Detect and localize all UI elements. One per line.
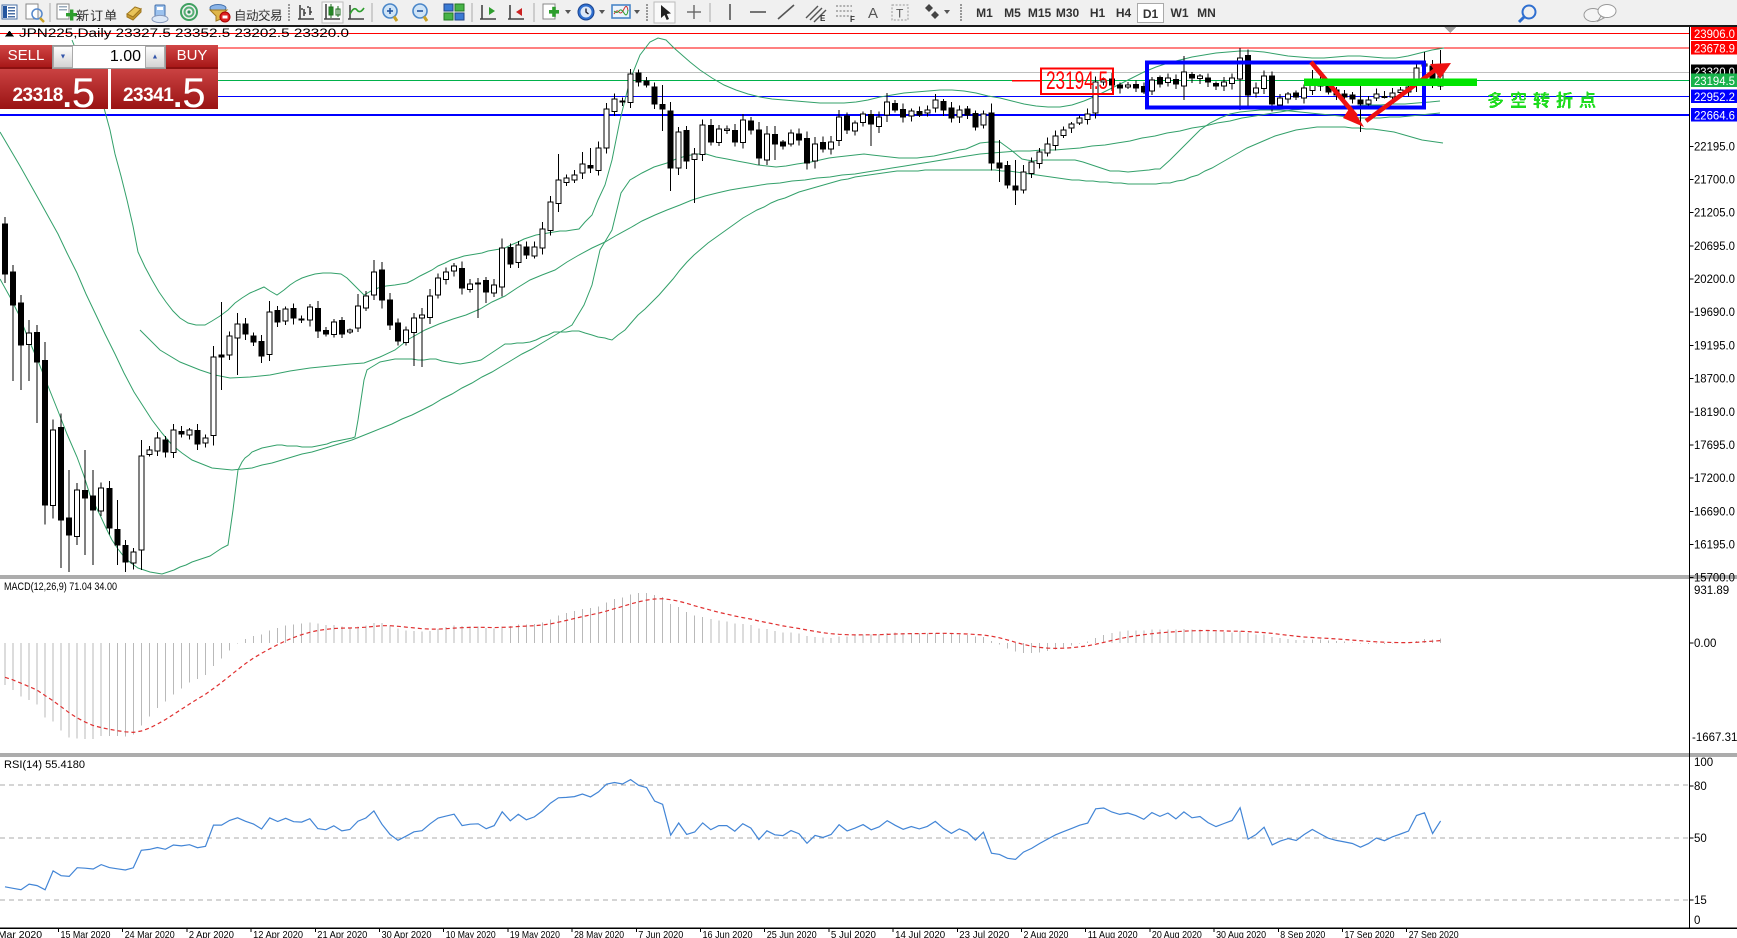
svg-text:5 Jul 2020: 5 Jul 2020	[831, 929, 876, 938]
svg-text:21700.0: 21700.0	[1694, 175, 1735, 187]
svg-text:8 Sep 2020: 8 Sep 2020	[1280, 929, 1325, 938]
svg-text:MACD(12,26,9) 71.04 34.00: MACD(12,26,9) 71.04 34.00	[4, 581, 117, 593]
svg-text:18190.0: 18190.0	[1694, 407, 1735, 419]
svg-text:50: 50	[1694, 833, 1707, 845]
svg-text:0.00: 0.00	[1694, 638, 1716, 650]
svg-text:80: 80	[1694, 781, 1707, 793]
svg-text:14 Jul 2020: 14 Jul 2020	[895, 929, 945, 938]
svg-text:2 Apr 2020: 2 Apr 2020	[189, 929, 234, 938]
svg-text:12 Apr 2020: 12 Apr 2020	[253, 929, 303, 938]
svg-text:19 May 2020: 19 May 2020	[510, 929, 560, 938]
svg-text:F: F	[850, 15, 855, 24]
svg-text:0: 0	[1694, 915, 1700, 927]
svg-text:15: 15	[1694, 895, 1707, 907]
svg-text:30 Aug 2020: 30 Aug 2020	[1216, 929, 1266, 938]
svg-text:17200.0: 17200.0	[1694, 473, 1735, 485]
svg-text:18700.0: 18700.0	[1694, 374, 1735, 386]
svg-text:17695.0: 17695.0	[1694, 440, 1735, 452]
svg-text:22952.2: 22952.2	[1694, 92, 1735, 104]
svg-text:10 May 2020: 10 May 2020	[446, 929, 496, 938]
svg-text:5 Mar 2020: 5 Mar 2020	[0, 929, 42, 938]
svg-text:2 Aug 2020: 2 Aug 2020	[1024, 929, 1069, 938]
svg-text:17 Sep 2020: 17 Sep 2020	[1345, 929, 1395, 938]
svg-text:7 Jun 2020: 7 Jun 2020	[638, 929, 683, 938]
svg-text:22195.0: 22195.0	[1694, 141, 1735, 153]
svg-text:21 Apr 2020: 21 Apr 2020	[317, 929, 367, 938]
svg-text:RSI(14) 55.4180: RSI(14) 55.4180	[4, 759, 85, 771]
svg-text:20 Aug 2020: 20 Aug 2020	[1152, 929, 1202, 938]
svg-text:22664.6: 22664.6	[1694, 110, 1735, 122]
svg-text:25 Jun 2020: 25 Jun 2020	[767, 929, 817, 938]
svg-text:20200.0: 20200.0	[1694, 274, 1735, 286]
svg-text:23 Jul 2020: 23 Jul 2020	[959, 929, 1009, 938]
svg-text:16195.0: 16195.0	[1694, 539, 1735, 551]
svg-text:27 Sep 2020: 27 Sep 2020	[1409, 929, 1459, 938]
svg-text:16690.0: 16690.0	[1694, 506, 1735, 518]
svg-text:20695.0: 20695.0	[1694, 241, 1735, 253]
svg-text:23194.5: 23194.5	[1694, 76, 1735, 88]
svg-text:23678.9: 23678.9	[1694, 43, 1735, 55]
svg-text:100: 100	[1694, 757, 1713, 769]
svg-text:23194.5: 23194.5	[1046, 67, 1108, 95]
svg-text:30 Apr 2020: 30 Apr 2020	[382, 929, 432, 938]
svg-text:19195.0: 19195.0	[1694, 340, 1735, 352]
svg-text:931.89: 931.89	[1694, 585, 1729, 597]
svg-text:28 May 2020: 28 May 2020	[574, 929, 624, 938]
svg-text:21205.0: 21205.0	[1694, 208, 1735, 220]
svg-text:-1667.31: -1667.31	[1692, 732, 1737, 744]
svg-text:19690.0: 19690.0	[1694, 307, 1735, 319]
svg-text:24 Mar 2020: 24 Mar 2020	[125, 929, 175, 938]
svg-text:JPN225,Daily 23327.5 23352.5: JPN225,Daily 23327.5 23352.5 23202.5 233…	[19, 28, 349, 40]
svg-text:A: A	[868, 5, 878, 22]
svg-text:23906.0: 23906.0	[1694, 29, 1735, 41]
svg-text:E: E	[820, 14, 826, 23]
svg-text:15 Mar 2020: 15 Mar 2020	[61, 929, 111, 938]
svg-text:16 Jun 2020: 16 Jun 2020	[703, 929, 753, 938]
svg-text:15700.0: 15700.0	[1694, 573, 1735, 585]
svg-text:11 Aug 2020: 11 Aug 2020	[1088, 929, 1138, 938]
svg-text:T: T	[896, 7, 904, 21]
